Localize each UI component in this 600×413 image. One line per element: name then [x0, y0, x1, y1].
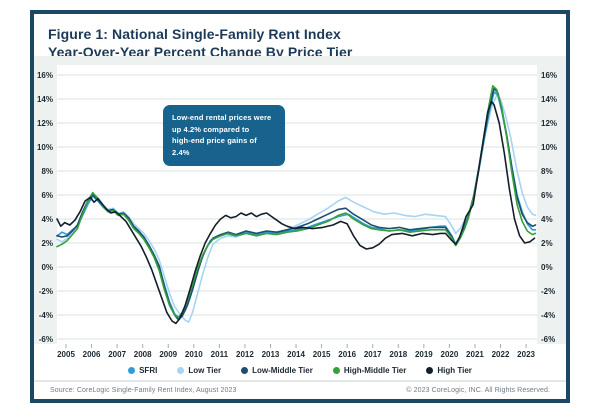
- x-axis-tick-label: 2019: [415, 350, 433, 359]
- legend-label: High-Middle Tier: [343, 365, 407, 375]
- footer: Source: CoreLogic Single-Family Rent Ind…: [34, 380, 566, 399]
- legend-dot-icon: [128, 366, 136, 374]
- y-axis-tick-label-left: 0%: [41, 263, 53, 272]
- y-axis-tick-label-right: 4%: [541, 215, 553, 224]
- x-axis-tick-label: 2022: [492, 350, 510, 359]
- x-axis-tick-label: 2016: [338, 350, 356, 359]
- x-axis-tick-label: 2007: [108, 350, 126, 359]
- y-axis-tick-label-right: 8%: [541, 167, 553, 176]
- y-axis-tick-label-left: -2%: [39, 287, 53, 296]
- y-axis-tick-label-right: 16%: [541, 71, 557, 80]
- x-axis-tick-label: 2023: [517, 350, 535, 359]
- copyright-text: © 2023 CoreLogic, INC. All Rights Reserv…: [406, 387, 550, 394]
- source-text: Source: CoreLogic Single-Family Rent Ind…: [50, 387, 237, 394]
- series-line-high-tier: [56, 100, 536, 325]
- annotation-callout: Low-end rental prices were up 4.2% compa…: [163, 105, 285, 166]
- x-axis-tick-label: 2011: [211, 350, 229, 359]
- x-axis-tick-label: 2017: [364, 350, 382, 359]
- legend-item-high-tier: High Tier: [426, 366, 472, 375]
- x-axis-tick-label: 2006: [83, 350, 101, 359]
- legend-item-sfri: SFRI: [128, 366, 157, 375]
- x-axis-tick-label: 2005: [57, 350, 75, 359]
- x-axis-tick-label: 2018: [389, 350, 407, 359]
- x-axis-tick-label: 2020: [441, 350, 459, 359]
- legend-dot-icon: [177, 366, 185, 374]
- x-axis-tick-label: 2008: [134, 350, 152, 359]
- chart-area: 16% 16% 14% 14% 12% 12% 10% 10% 8% 8% 6% 6% 4% 4% 2% 2%…: [34, 56, 566, 360]
- plot-background: [57, 65, 537, 344]
- y-axis-tick-label-left: 12%: [37, 119, 53, 128]
- x-axis-tick-label: 2013: [262, 350, 280, 359]
- y-axis-tick-label-right: 0%: [541, 263, 553, 272]
- x-axis-tick-label: 2021: [466, 350, 484, 359]
- y-axis-tick-label-right: 10%: [541, 143, 557, 152]
- figure-title-line1: Figure 1: National Single-Family Rent In…: [48, 26, 341, 42]
- x-axis-tick-label: 2015: [313, 350, 331, 359]
- y-axis-tick-label-left: 4%: [41, 215, 53, 224]
- y-axis-tick-label-left: 2%: [41, 239, 53, 248]
- legend-item-low-middle-tier: Low-Middle Tier: [241, 366, 313, 375]
- y-axis-tick-label-left: 8%: [41, 167, 53, 176]
- y-axis-tick-label-right: 14%: [541, 95, 557, 104]
- y-axis-tick-label-right: -2%: [541, 287, 555, 296]
- y-axis-tick-label-right: -4%: [541, 311, 555, 320]
- legend-label: High Tier: [437, 365, 472, 375]
- legend-item-low-tier: Low Tier: [177, 366, 221, 375]
- rent-index-line-chart: 16% 16% 14% 14% 12% 12% 10% 10% 8% 8% 6% 6% 4% 4% 2% 2%…: [34, 56, 566, 359]
- y-axis-tick-label-left: 16%: [37, 71, 53, 80]
- legend-dot-icon: [426, 366, 434, 374]
- figure-title-line2: Year-Over-Year Percent Change By Price T…: [48, 43, 353, 60]
- figure-title: Figure 1: National Single-Family Rent In…: [34, 14, 566, 60]
- x-axis-tick-label: 2010: [185, 350, 203, 359]
- legend-label: Low-Middle Tier: [252, 365, 313, 375]
- x-axis-tick-label: 2014: [287, 350, 305, 359]
- y-axis-tick-label-right: 2%: [541, 239, 553, 248]
- y-axis-tick-label-left: 14%: [37, 95, 53, 104]
- y-axis-tick-label-right: 12%: [541, 119, 557, 128]
- legend-item-high-middle-tier: High-Middle Tier: [332, 365, 407, 375]
- y-axis-tick-label-left: 10%: [37, 143, 53, 152]
- figure-card: Figure 1: National Single-Family Rent In…: [30, 10, 570, 403]
- y-axis-tick-label-left: -4%: [39, 311, 53, 320]
- chart-legend: SFRI Low Tier Low-Middle Tier High-Middle T…: [34, 360, 566, 380]
- legend-label: Low Tier: [188, 365, 222, 375]
- y-axis-tick-label-left: -6%: [39, 335, 53, 344]
- x-axis-tick-label: 2012: [236, 350, 254, 359]
- legend-label: SFRI: [139, 365, 158, 375]
- legend-dot-icon: [241, 366, 249, 374]
- y-axis-tick-label-left: 6%: [41, 191, 53, 200]
- legend-dot-icon: [332, 366, 340, 374]
- y-axis-tick-label-right: -6%: [541, 335, 555, 344]
- y-axis-tick-label-right: 6%: [541, 191, 553, 200]
- x-axis-tick-label: 2009: [159, 350, 177, 359]
